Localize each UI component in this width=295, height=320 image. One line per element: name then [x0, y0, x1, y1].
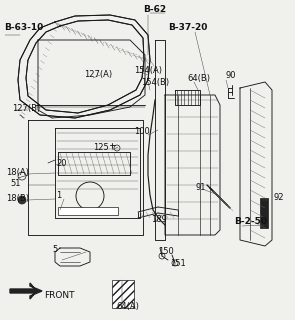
Text: 1: 1	[56, 191, 61, 201]
Text: 18(B): 18(B)	[6, 194, 29, 203]
Text: 100: 100	[134, 127, 150, 137]
Bar	[260, 198, 268, 228]
Text: 154(B): 154(B)	[141, 77, 169, 86]
Text: 127(A): 127(A)	[84, 70, 112, 79]
Text: 154(A): 154(A)	[134, 66, 162, 75]
Text: 151: 151	[170, 259, 186, 268]
Text: B-62: B-62	[143, 5, 166, 14]
Bar	[112, 280, 134, 308]
Text: 18(A): 18(A)	[6, 169, 29, 178]
Text: 20: 20	[56, 158, 66, 167]
Text: B-2-50: B-2-50	[234, 218, 267, 227]
Bar	[58, 207, 118, 215]
Text: 189: 189	[151, 215, 167, 225]
Text: 127(B): 127(B)	[12, 103, 40, 113]
Polygon shape	[10, 283, 42, 299]
Text: 51: 51	[10, 180, 20, 188]
Text: 5: 5	[52, 245, 57, 254]
Text: 64(B): 64(B)	[187, 74, 210, 83]
Circle shape	[18, 196, 26, 204]
Text: 125: 125	[93, 143, 109, 153]
Text: 91: 91	[196, 183, 206, 193]
Text: 64(A): 64(A)	[116, 301, 139, 310]
Text: 90: 90	[225, 71, 235, 81]
Text: 92: 92	[274, 194, 284, 203]
Text: B-63-10: B-63-10	[4, 23, 43, 33]
Text: FRONT: FRONT	[44, 291, 75, 300]
Text: 150: 150	[158, 247, 174, 257]
Text: B-37-20: B-37-20	[168, 23, 207, 33]
